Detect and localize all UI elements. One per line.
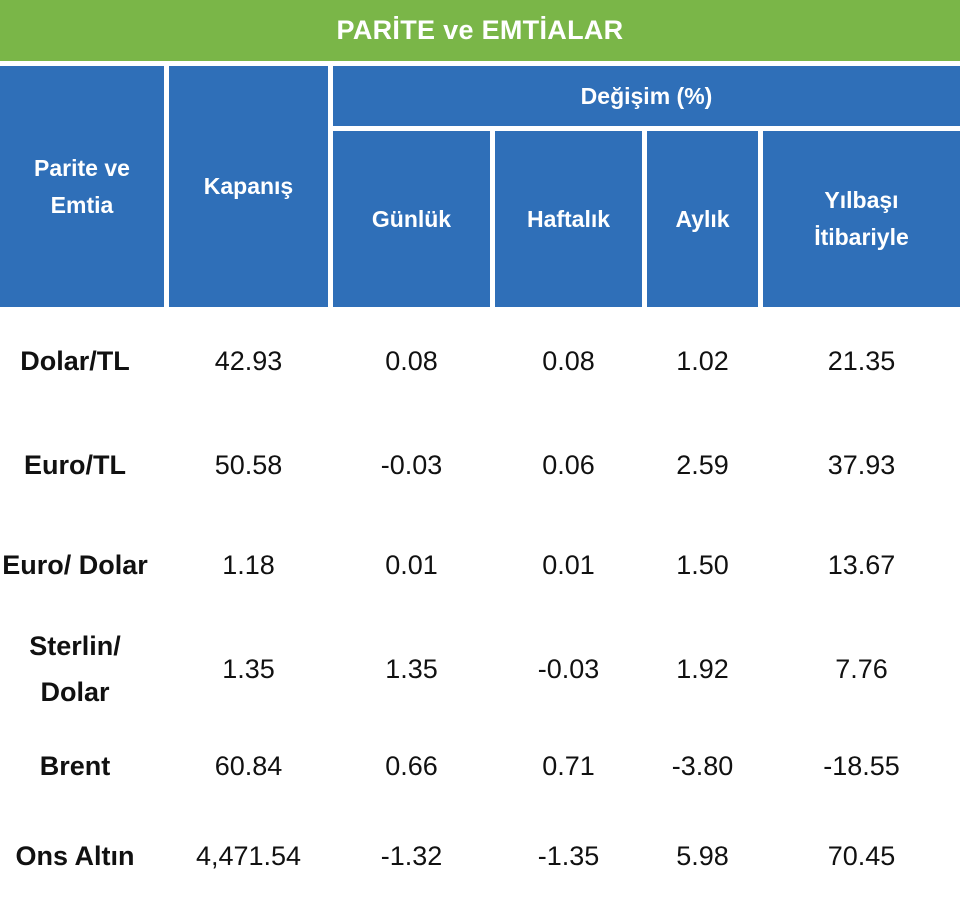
row-monthly: 1.92 xyxy=(676,653,729,684)
row-name: Euro/TL xyxy=(24,450,126,480)
row-monthly: -3.80 xyxy=(671,750,734,781)
row-monthly: 2.59 xyxy=(676,449,729,480)
row-weekly: -0.03 xyxy=(537,653,600,684)
row-close: 4,471.54 xyxy=(195,840,302,871)
row-weekly: 0.06 xyxy=(542,449,595,480)
header-close-label: Kapanış xyxy=(203,173,294,199)
row-name: Ons Altın xyxy=(15,841,135,871)
table-row: Euro/TL 50.58 -0.03 0.06 2.59 37.93 xyxy=(0,434,960,496)
row-close: 1.18 xyxy=(222,549,275,580)
row-close: 42.93 xyxy=(214,345,283,376)
row-ytd: 37.93 xyxy=(827,449,896,480)
row-close: 50.58 xyxy=(214,449,283,480)
row-ytd: 13.67 xyxy=(827,549,896,580)
row-daily: 0.01 xyxy=(385,549,438,580)
table-row: Dolar/TL 42.93 0.08 0.08 1.02 21.35 xyxy=(0,330,960,392)
table-row: Ons Altın 4,471.54 -1.32 -1.35 5.98 70.4… xyxy=(0,810,960,902)
header-close: Kapanış xyxy=(169,66,328,307)
row-monthly: 1.50 xyxy=(676,549,729,580)
header-weekly-label: Haftalık xyxy=(526,205,611,232)
row-ytd: 70.45 xyxy=(827,840,896,871)
row-ytd: 21.35 xyxy=(827,345,896,376)
header-instrument: Parite ve Emtia xyxy=(0,66,164,307)
row-weekly: 0.71 xyxy=(542,750,595,781)
header-change-group-label: Değişim (%) xyxy=(580,82,713,109)
table-title: PARİTE ve EMTİALAR xyxy=(0,0,960,61)
row-name: Sterlin/ Dolar xyxy=(29,631,121,707)
row-daily: 0.08 xyxy=(385,345,438,376)
header-ytd-label: Yılbaşı İtibariyle xyxy=(814,187,909,250)
header-instrument-label: Parite ve Emtia xyxy=(34,154,130,218)
row-name: Dolar/TL xyxy=(20,346,130,376)
row-weekly: -1.35 xyxy=(537,840,600,871)
header-monthly: Aylık xyxy=(647,131,758,307)
row-close: 60.84 xyxy=(214,750,283,781)
row-name: Euro/ Dolar xyxy=(2,550,148,580)
row-daily: 1.35 xyxy=(385,653,438,684)
row-daily: 0.66 xyxy=(385,750,438,781)
row-daily: -1.32 xyxy=(380,840,443,871)
row-ytd: -18.55 xyxy=(823,750,900,781)
table-row: Brent 60.84 0.66 0.71 -3.80 -18.55 xyxy=(0,735,960,797)
row-daily: -0.03 xyxy=(380,449,443,480)
header-daily: Günlük xyxy=(333,131,490,307)
row-close: 1.35 xyxy=(222,653,275,684)
row-weekly: 0.01 xyxy=(542,549,595,580)
header-daily-label: Günlük xyxy=(371,205,452,232)
row-name: Brent xyxy=(39,751,111,781)
row-weekly: 0.08 xyxy=(542,345,595,376)
table-row: Euro/ Dolar 1.18 0.01 0.01 1.50 13.67 xyxy=(0,519,960,611)
row-monthly: 5.98 xyxy=(676,840,729,871)
header-change-group: Değişim (%) xyxy=(333,66,960,126)
table-row: Sterlin/ Dolar 1.35 1.35 -0.03 1.92 7.76 xyxy=(0,623,960,715)
row-monthly: 1.02 xyxy=(676,345,729,376)
header-weekly: Haftalık xyxy=(495,131,642,307)
header-ytd: Yılbaşı İtibariyle xyxy=(763,131,960,307)
header-monthly-label: Aylık xyxy=(675,205,730,232)
row-ytd: 7.76 xyxy=(835,653,888,684)
